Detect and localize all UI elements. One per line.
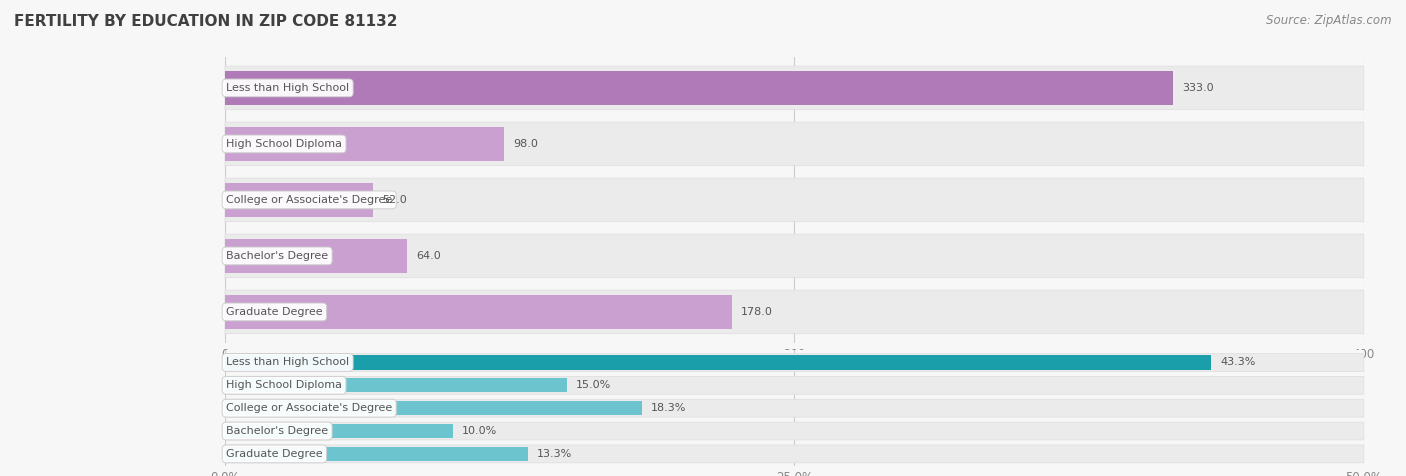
- Bar: [225, 127, 503, 161]
- Text: High School Diploma: High School Diploma: [226, 139, 342, 149]
- FancyBboxPatch shape: [225, 354, 1364, 371]
- Text: Less than High School: Less than High School: [226, 83, 349, 93]
- Bar: [225, 295, 731, 329]
- Text: 13.3%: 13.3%: [537, 449, 572, 459]
- FancyBboxPatch shape: [225, 399, 1364, 417]
- Text: 98.0: 98.0: [513, 139, 538, 149]
- Text: 10.0%: 10.0%: [461, 426, 498, 436]
- FancyBboxPatch shape: [225, 377, 1364, 394]
- Text: FERTILITY BY EDUCATION IN ZIP CODE 81132: FERTILITY BY EDUCATION IN ZIP CODE 81132: [14, 14, 398, 30]
- Text: High School Diploma: High School Diploma: [226, 380, 342, 390]
- Text: Graduate Degree: Graduate Degree: [226, 449, 323, 459]
- Text: Less than High School: Less than High School: [226, 357, 349, 367]
- Text: Graduate Degree: Graduate Degree: [226, 307, 323, 317]
- FancyBboxPatch shape: [225, 422, 1364, 440]
- Text: Bachelor's Degree: Bachelor's Degree: [226, 251, 328, 261]
- Text: College or Associate's Degree: College or Associate's Degree: [226, 403, 392, 413]
- FancyBboxPatch shape: [225, 122, 1364, 166]
- Bar: [225, 183, 373, 217]
- Bar: [225, 447, 527, 461]
- Text: 18.3%: 18.3%: [651, 403, 686, 413]
- Text: Bachelor's Degree: Bachelor's Degree: [226, 426, 328, 436]
- FancyBboxPatch shape: [225, 66, 1364, 110]
- FancyBboxPatch shape: [225, 234, 1364, 278]
- Text: 15.0%: 15.0%: [575, 380, 612, 390]
- Text: Source: ZipAtlas.com: Source: ZipAtlas.com: [1267, 14, 1392, 27]
- Bar: [225, 70, 1173, 105]
- Text: 52.0: 52.0: [382, 195, 406, 205]
- Text: 333.0: 333.0: [1182, 83, 1213, 93]
- Text: College or Associate's Degree: College or Associate's Degree: [226, 195, 392, 205]
- FancyBboxPatch shape: [225, 290, 1364, 334]
- Bar: [225, 356, 1211, 369]
- FancyBboxPatch shape: [225, 445, 1364, 463]
- Bar: [225, 378, 567, 392]
- Bar: [225, 424, 453, 438]
- Text: 43.3%: 43.3%: [1220, 357, 1256, 367]
- Bar: [225, 401, 641, 415]
- FancyBboxPatch shape: [225, 178, 1364, 222]
- Text: 178.0: 178.0: [741, 307, 773, 317]
- Bar: [225, 238, 408, 273]
- Text: 64.0: 64.0: [416, 251, 441, 261]
